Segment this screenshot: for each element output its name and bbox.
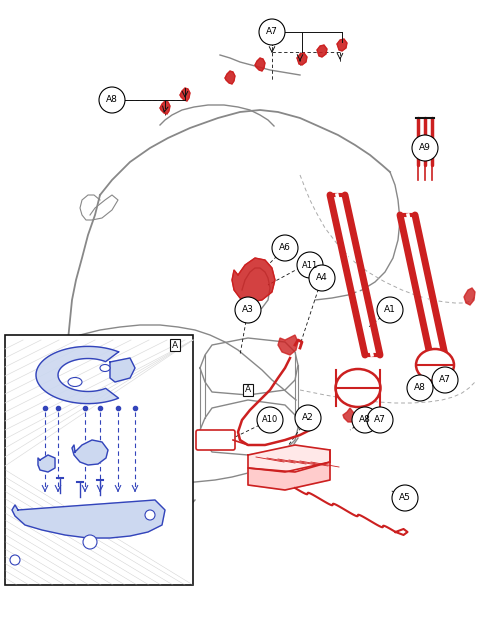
Text: A: A	[172, 341, 178, 349]
Polygon shape	[317, 45, 327, 57]
Polygon shape	[464, 288, 475, 305]
Text: A: A	[245, 385, 251, 394]
Ellipse shape	[416, 349, 454, 381]
Text: A11: A11	[302, 261, 318, 270]
Polygon shape	[180, 88, 190, 101]
Text: A5: A5	[399, 494, 411, 503]
Circle shape	[309, 265, 335, 291]
Text: A2: A2	[302, 413, 314, 422]
Text: A9: A9	[419, 144, 431, 153]
Polygon shape	[248, 445, 330, 472]
Circle shape	[295, 405, 321, 431]
Polygon shape	[72, 440, 108, 465]
Text: A8: A8	[359, 415, 371, 425]
Circle shape	[412, 135, 438, 161]
Circle shape	[257, 407, 283, 433]
Polygon shape	[438, 375, 452, 389]
Polygon shape	[337, 39, 347, 51]
Circle shape	[297, 252, 323, 278]
Text: A1: A1	[384, 306, 396, 315]
Circle shape	[407, 375, 433, 401]
Polygon shape	[248, 450, 330, 490]
Circle shape	[377, 297, 403, 323]
FancyBboxPatch shape	[196, 430, 235, 450]
Polygon shape	[369, 414, 381, 426]
Circle shape	[10, 555, 20, 565]
Polygon shape	[160, 101, 170, 114]
Bar	[5, 335, 193, 585]
Text: A6: A6	[279, 244, 291, 253]
Circle shape	[99, 87, 125, 113]
Polygon shape	[36, 346, 118, 404]
Text: A3: A3	[242, 306, 254, 315]
Text: A8: A8	[106, 96, 118, 104]
Ellipse shape	[100, 365, 110, 372]
Text: A7: A7	[374, 415, 386, 425]
Circle shape	[259, 19, 285, 45]
Polygon shape	[38, 455, 55, 472]
Circle shape	[392, 485, 418, 511]
Circle shape	[272, 235, 298, 261]
Text: A10: A10	[262, 415, 278, 425]
Circle shape	[432, 367, 458, 393]
Circle shape	[145, 510, 155, 520]
Text: A4: A4	[316, 273, 328, 282]
Ellipse shape	[68, 377, 82, 387]
Polygon shape	[278, 335, 298, 355]
Circle shape	[352, 407, 378, 433]
Polygon shape	[225, 71, 235, 84]
Text: A7: A7	[266, 27, 278, 37]
Ellipse shape	[336, 369, 380, 407]
Text: A7: A7	[439, 375, 451, 384]
Circle shape	[83, 535, 97, 549]
Polygon shape	[343, 408, 357, 422]
Polygon shape	[414, 382, 426, 394]
Polygon shape	[255, 58, 265, 71]
Polygon shape	[12, 500, 165, 538]
Circle shape	[235, 297, 261, 323]
Text: A8: A8	[414, 384, 426, 392]
Circle shape	[367, 407, 393, 433]
Polygon shape	[297, 53, 307, 65]
Polygon shape	[110, 358, 135, 382]
Polygon shape	[232, 258, 275, 302]
